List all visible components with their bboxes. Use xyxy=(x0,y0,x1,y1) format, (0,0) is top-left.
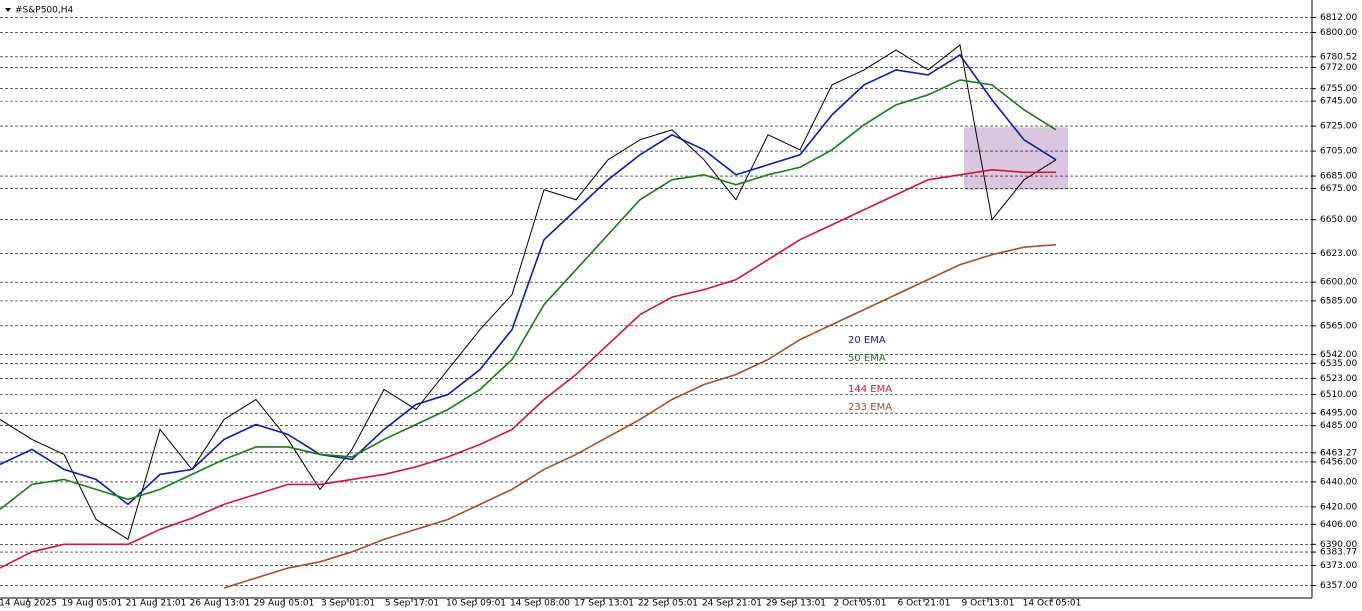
y-tick-label: 6685.00 xyxy=(1320,172,1357,182)
y-tick-label: 6456.00 xyxy=(1320,457,1357,467)
x-tick-label: 19 Aug 05:01 xyxy=(62,599,123,609)
y-tick-label: 6357.00 xyxy=(1320,581,1357,591)
y-tick-label: 6510.00 xyxy=(1320,390,1357,400)
x-tick-label: 9 Oct 13:01 xyxy=(962,599,1015,609)
x-tick-label: 5 Sep 17:01 xyxy=(385,599,439,609)
y-tick-label: 6420.00 xyxy=(1320,502,1357,512)
y-tick-label: 6535.00 xyxy=(1320,359,1357,369)
x-tick-label: 14 Sep 08:00 xyxy=(510,599,570,609)
ema-line xyxy=(0,53,1057,506)
ema-line xyxy=(0,79,1057,510)
y-tick-label: 6650.00 xyxy=(1320,215,1357,225)
x-tick-label: 17 Sep 13:01 xyxy=(574,599,634,609)
x-tick-label: 21 Aug 21:01 xyxy=(126,599,187,609)
y-tick-label: 6383.77 xyxy=(1320,548,1357,558)
chart-title: #S&P500,H4 xyxy=(15,6,74,16)
y-tick-label: 6600.00 xyxy=(1320,278,1357,288)
x-tick-label: 3 Sep 01:01 xyxy=(321,599,375,609)
y-tick-label: 6745.00 xyxy=(1320,97,1357,107)
ema-line xyxy=(0,168,1056,569)
x-tick-label: 26 Aug 13:01 xyxy=(190,599,251,609)
y-tick-label: 6675.00 xyxy=(1320,184,1357,194)
x-tick-label: 10 Sep 09:01 xyxy=(446,599,506,609)
legend-label: 50 EMA xyxy=(848,353,886,364)
legend-label: 144 EMA xyxy=(848,384,892,395)
y-tick-label: 6812.00 xyxy=(1320,13,1357,23)
ema-line xyxy=(223,243,1057,589)
x-tick-label: 2 Oct 05:01 xyxy=(834,599,887,609)
y-tick-label: 6725.00 xyxy=(1320,122,1357,132)
price-line xyxy=(0,44,1057,541)
y-tick-label: 6565.00 xyxy=(1320,321,1357,331)
y-tick-label: 6755.00 xyxy=(1320,84,1357,94)
y-tick-label: 6705.00 xyxy=(1320,147,1357,157)
y-tick-label: 6440.00 xyxy=(1320,477,1357,487)
y-tick-label: 6523.00 xyxy=(1320,374,1357,384)
y-tick-label: 6585.00 xyxy=(1320,296,1357,306)
x-tick-label: 29 Aug 05:01 xyxy=(254,599,315,609)
y-tick-label: 6623.00 xyxy=(1320,249,1357,259)
y-tick-label: 6485.00 xyxy=(1320,421,1357,431)
legend-label: 20 EMA xyxy=(848,335,886,346)
y-tick-label: 6390.00 xyxy=(1320,540,1357,550)
y-tick-label: 6495.00 xyxy=(1320,409,1357,419)
x-tick-label: 24 Sep 21:01 xyxy=(702,599,762,609)
y-tick-label: 6800.00 xyxy=(1320,28,1357,38)
x-tick-label: 14 Aug 2025 xyxy=(0,599,57,609)
y-tick-label: 6463.27 xyxy=(1320,448,1357,458)
x-tick-label: 22 Sep 05:01 xyxy=(638,599,698,609)
y-tick-label: 6772.00 xyxy=(1320,63,1357,73)
x-tick-label: 14 Oct 05:01 xyxy=(1023,599,1082,609)
y-tick-label: 6406.00 xyxy=(1320,520,1357,530)
menu-arrow[interactable] xyxy=(5,8,11,12)
y-tick-label: 6780.52 xyxy=(1320,52,1357,62)
y-tick-label: 6542.00 xyxy=(1320,350,1357,360)
y-tick-label: 6373.00 xyxy=(1320,561,1357,571)
x-tick-label: 6 Oct 21:01 xyxy=(898,599,951,609)
legend-label: 233 EMA xyxy=(848,402,892,413)
x-tick-label: 29 Sep 13:01 xyxy=(766,599,826,609)
highlight-zone xyxy=(964,127,1068,190)
